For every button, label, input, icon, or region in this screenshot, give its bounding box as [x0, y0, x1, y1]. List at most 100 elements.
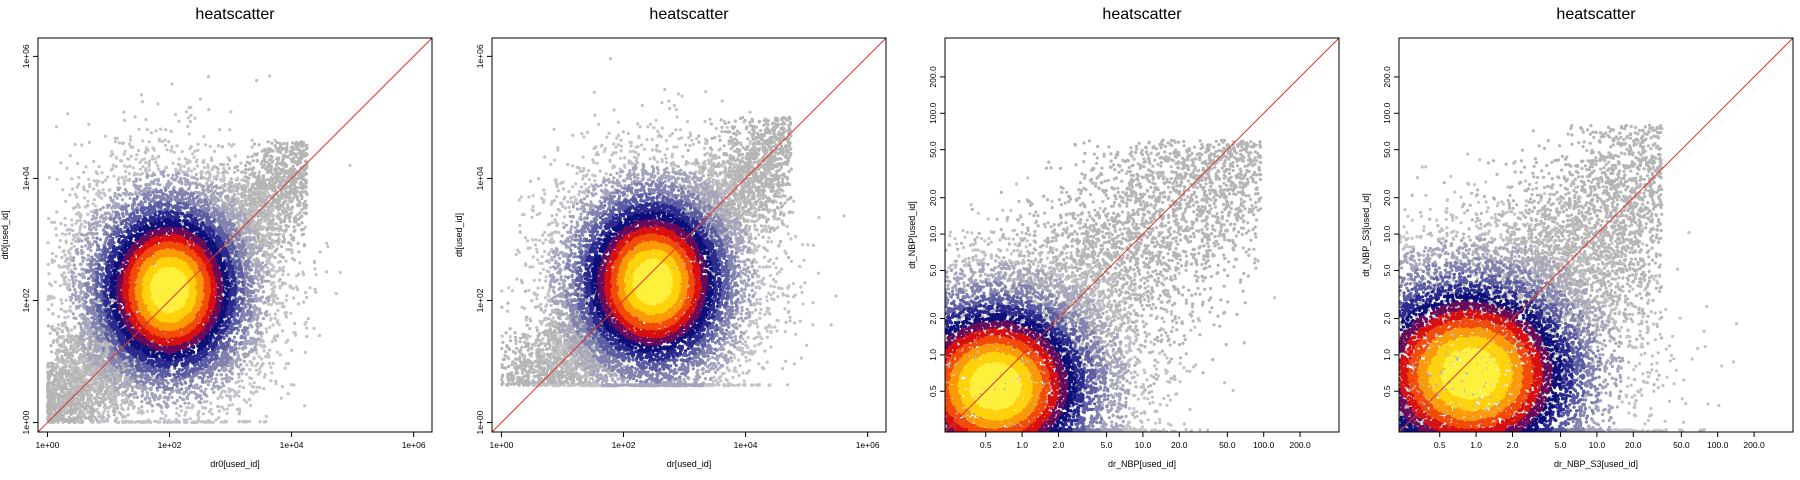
- scatter-point: [301, 174, 305, 178]
- scatter-point: [273, 144, 277, 148]
- scatter-point: [75, 343, 79, 347]
- scatter-point: [299, 149, 303, 154]
- scatter-point: [267, 158, 271, 162]
- scatter-point: [237, 182, 241, 186]
- scatter-point: [288, 219, 292, 223]
- scatter-point: [220, 145, 224, 149]
- scatter-point: [112, 413, 116, 417]
- scatter-point: [61, 384, 65, 388]
- scatter-point: [304, 184, 308, 188]
- scatter-point: [276, 233, 280, 237]
- scatter-point: [260, 159, 264, 163]
- scatter-point: [304, 144, 308, 148]
- scatter-point: [236, 220, 240, 224]
- scatter-point: [284, 199, 288, 203]
- scatter-point: [294, 194, 298, 198]
- scatter-point: [290, 237, 294, 241]
- scatter-point: [268, 150, 272, 154]
- scatter-point: [220, 198, 224, 203]
- scatter-point: [228, 183, 232, 188]
- scatter-point: [273, 188, 277, 192]
- scatter-point: [256, 174, 260, 179]
- scatter-point: [255, 158, 259, 162]
- scatter-point: [194, 172, 198, 177]
- scatter-point: [46, 370, 50, 374]
- scatter-point: [283, 217, 287, 221]
- scatter-point: [258, 199, 262, 203]
- scatter-point: [275, 247, 279, 251]
- scatter-point: [61, 394, 65, 398]
- scatter-point: [232, 192, 237, 196]
- scatter-point: [290, 160, 294, 164]
- scatter-point: [244, 167, 248, 171]
- scatter-point: [233, 166, 237, 170]
- scatter-point: [297, 250, 301, 254]
- scatter-point: [291, 164, 295, 168]
- scatter-point: [266, 140, 270, 144]
- scatter-point: [61, 349, 65, 353]
- scatter-point: [69, 404, 73, 408]
- scatter-point: [140, 405, 144, 409]
- scatter-point: [57, 348, 61, 352]
- scatter-point: [252, 174, 256, 178]
- scatter-point: [266, 205, 270, 209]
- scatter-point: [298, 159, 302, 163]
- scatter-point: [59, 387, 63, 391]
- scatter-point: [236, 168, 240, 172]
- scatter-point: [288, 149, 292, 154]
- scatter-point: [244, 163, 248, 168]
- scatter-point: [53, 375, 58, 379]
- scatter-point: [278, 197, 282, 201]
- scatter-point: [300, 221, 304, 225]
- scatter-point: [66, 329, 70, 333]
- scatter-point: [47, 400, 51, 404]
- scatter-point: [97, 299, 101, 303]
- scatter-point: [73, 386, 77, 390]
- scatter-point: [302, 243, 307, 247]
- scatter-point: [271, 172, 275, 176]
- scatter-point: [287, 175, 291, 179]
- scatter-point: [263, 153, 267, 157]
- scatter-point: [282, 142, 286, 146]
- scatter-point: [250, 155, 254, 159]
- scatter-point: [287, 216, 291, 220]
- scatter-point: [72, 416, 76, 420]
- scatter-point: [248, 173, 252, 177]
- scatter-point: [300, 171, 304, 175]
- scatter-point: [257, 170, 261, 174]
- scatter-point: [90, 412, 94, 416]
- scatter-point: [100, 386, 104, 390]
- scatter-point: [46, 365, 50, 369]
- scatter-point: [260, 149, 264, 153]
- scatter-point: [281, 255, 285, 260]
- scatter-point: [292, 191, 296, 195]
- scatter-point: [274, 167, 279, 171]
- scatter-point: [251, 183, 255, 187]
- scatter-point: [222, 163, 226, 167]
- scatter-point: [269, 154, 273, 158]
- scatter-point: [51, 420, 55, 424]
- scatter-point: [240, 170, 244, 174]
- scatter-point: [49, 410, 53, 414]
- scatter-point: [286, 224, 290, 229]
- scatter-point: [279, 150, 283, 155]
- scatter-point: [46, 393, 50, 398]
- scatter-point: [60, 375, 64, 379]
- scatter-point: [89, 383, 93, 387]
- scatter-point: [271, 149, 275, 153]
- scatter-point: [61, 372, 65, 376]
- scatter-point: [281, 240, 285, 244]
- scatter-point: [252, 203, 256, 207]
- scatter-point: [46, 396, 50, 400]
- scatter-point: [288, 187, 292, 191]
- scatter-point: [292, 225, 296, 229]
- scatter-point: [268, 170, 272, 174]
- chart-title: heatscatter: [195, 6, 275, 23]
- scatter-point: [301, 232, 306, 236]
- scatter-point: [279, 245, 284, 249]
- scatter-point: [246, 155, 250, 159]
- scatter-point: [289, 172, 293, 176]
- scatter-point: [292, 152, 296, 156]
- scatter-point: [302, 152, 306, 157]
